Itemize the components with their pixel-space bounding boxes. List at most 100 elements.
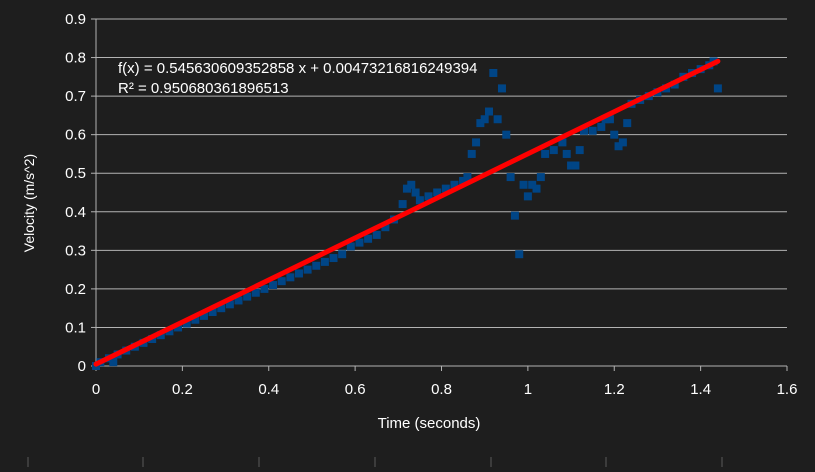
data-point [558, 138, 567, 147]
y-tick-label: 0.4 [65, 204, 86, 221]
data-point [277, 277, 286, 286]
x-tick-label: 0.2 [172, 381, 193, 398]
data-point [174, 323, 183, 332]
data-point [208, 308, 217, 317]
data-point [398, 200, 407, 209]
data-point [294, 269, 303, 278]
data-point [532, 184, 541, 193]
data-point [597, 122, 606, 131]
x-tick-label: 0.8 [431, 381, 452, 398]
data-point [260, 284, 269, 293]
data-point [605, 115, 614, 124]
x-tick-label: 1 [524, 381, 532, 398]
data-point [269, 281, 278, 290]
data-point [485, 107, 494, 116]
trendline-r-squared: R² = 0.950680361896513 [118, 80, 289, 97]
data-point [536, 173, 545, 182]
x-tick-label: 0.4 [258, 381, 279, 398]
data-point [575, 146, 584, 155]
data-point [506, 173, 515, 182]
data-point [441, 184, 450, 193]
data-point [497, 84, 506, 93]
data-point [312, 261, 321, 270]
data-point [510, 211, 519, 220]
y-tick-label: 0.7 [65, 88, 86, 105]
data-point [588, 126, 597, 135]
trendline-group [93, 58, 721, 367]
data-point [463, 173, 472, 182]
data-point [459, 176, 468, 185]
data-point [493, 115, 502, 124]
data-point [623, 119, 632, 128]
x-tick-label: 0 [92, 381, 100, 398]
data-point [182, 319, 191, 328]
data-point [411, 188, 420, 197]
data-point [372, 230, 381, 239]
y-tick-label: 0 [78, 358, 86, 375]
data-point [489, 68, 498, 77]
data-point [407, 180, 416, 189]
data-point [329, 254, 338, 263]
data-point [472, 138, 481, 147]
data-point [364, 234, 373, 243]
x-tick-label: 1.6 [777, 381, 798, 398]
data-point [320, 257, 329, 266]
data-point [381, 223, 390, 232]
y-tick-label: 0.5 [65, 165, 86, 182]
y-tick-label: 0.6 [65, 127, 86, 144]
data-point [355, 238, 364, 247]
data-point [523, 192, 532, 201]
data-point [571, 161, 580, 170]
y-tick-label: 0.9 [65, 11, 86, 28]
data-point [338, 250, 347, 259]
data-point [567, 161, 576, 170]
data-point [191, 315, 200, 324]
data-point [528, 180, 537, 189]
data-point [243, 292, 252, 301]
data-point [217, 304, 226, 313]
data-point [303, 265, 312, 274]
data-point [713, 84, 722, 93]
data-point [433, 188, 442, 197]
data-point [519, 180, 528, 189]
data-point [480, 115, 489, 124]
data-point [562, 149, 571, 158]
data-point [614, 142, 623, 151]
y-tick-label: 0.2 [65, 281, 86, 298]
data-point [549, 146, 558, 155]
data-point [286, 273, 295, 282]
y-tick-label: 0.8 [65, 50, 86, 67]
data-point [165, 327, 174, 336]
data-point [346, 242, 355, 251]
data-point [610, 130, 619, 139]
y-axis-title: Velocity (m/s^2) [21, 154, 37, 252]
data-point [618, 138, 627, 147]
data-point [580, 126, 589, 135]
x-tick-label: 1.2 [604, 381, 625, 398]
data-point [251, 288, 260, 297]
x-tick-label: 0.6 [345, 381, 366, 398]
data-point [476, 119, 485, 128]
bottom-tick-strip [27, 457, 723, 467]
data-point [199, 311, 208, 320]
y-tick-label: 0.3 [65, 242, 86, 259]
data-point [515, 250, 524, 259]
data-point [424, 192, 433, 201]
x-axis-title: Time (seconds) [378, 415, 481, 432]
data-point [450, 180, 459, 189]
data-point [415, 196, 424, 205]
data-point [541, 149, 550, 158]
data-point [234, 296, 243, 305]
data-point [502, 130, 511, 139]
y-tick-label: 0.1 [65, 319, 86, 336]
gridlines [96, 18, 787, 328]
data-point [225, 300, 234, 309]
axes: 0 0.1 0.2 0.3 0.4 0.5 0.6 0.7 0.8 0.9 0 0.2 0.4 0.6 0.… [65, 11, 797, 398]
trendline-equation: f(x) = 0.545630609352858 x + 0.004732168… [118, 60, 478, 77]
trendline [93, 58, 721, 367]
data-point [109, 358, 118, 367]
data-point [467, 149, 476, 158]
data-point [402, 184, 411, 193]
